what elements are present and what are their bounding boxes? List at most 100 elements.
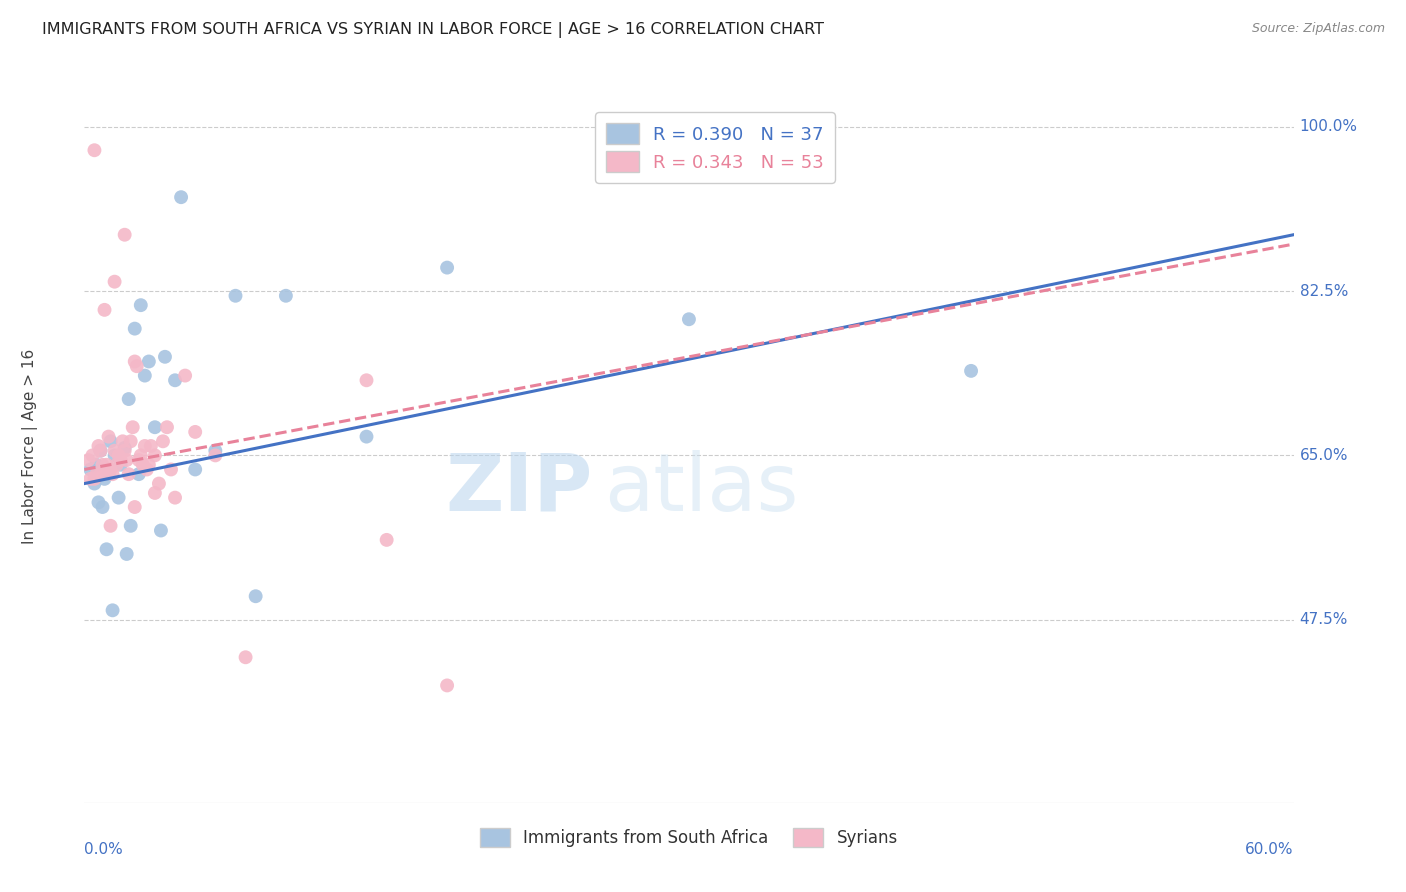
Point	[170, 190, 193, 204]
Point	[356, 373, 378, 387]
Point	[118, 392, 141, 406]
Text: 0.0%: 0.0%	[84, 842, 124, 857]
Point	[118, 467, 141, 482]
Text: 65.0%: 65.0%	[1299, 448, 1348, 463]
Point	[77, 453, 100, 467]
Point	[89, 443, 111, 458]
Point	[138, 458, 160, 472]
Point	[129, 298, 152, 312]
Text: 100.0%: 100.0%	[1299, 120, 1358, 135]
Point	[83, 472, 105, 486]
Point	[91, 500, 114, 514]
Point	[96, 458, 118, 472]
Point	[235, 650, 257, 665]
Point	[97, 429, 120, 443]
Point	[960, 364, 983, 378]
Text: Source: ZipAtlas.com: Source: ZipAtlas.com	[1251, 22, 1385, 36]
Point	[436, 678, 458, 692]
Point	[165, 491, 187, 505]
Point	[160, 462, 183, 476]
Point	[79, 462, 101, 476]
Point	[110, 453, 132, 467]
Point	[114, 227, 136, 242]
Point	[135, 462, 157, 476]
Point	[165, 373, 187, 387]
Point	[83, 476, 105, 491]
Point	[184, 425, 207, 439]
Point	[125, 359, 148, 374]
Point	[114, 443, 136, 458]
Point	[87, 439, 110, 453]
Point	[129, 449, 152, 463]
Point	[156, 420, 179, 434]
Point	[436, 260, 458, 275]
Point	[245, 589, 267, 603]
Point	[86, 458, 108, 472]
Point	[104, 443, 127, 458]
Point	[204, 449, 226, 463]
Point	[174, 368, 197, 383]
Point	[678, 312, 700, 326]
Point	[87, 495, 110, 509]
Point	[89, 467, 111, 482]
Point	[93, 472, 115, 486]
Point	[100, 518, 122, 533]
Point	[101, 603, 124, 617]
Point	[134, 368, 156, 383]
Point	[100, 434, 122, 449]
Point	[152, 434, 174, 449]
Point	[86, 467, 108, 482]
Text: 60.0%: 60.0%	[1246, 842, 1294, 857]
Point	[97, 467, 120, 482]
Point	[138, 354, 160, 368]
Text: In Labor Force | Age > 16: In Labor Force | Age > 16	[22, 349, 38, 543]
Point	[128, 453, 150, 467]
Point	[225, 289, 247, 303]
Point	[120, 434, 142, 449]
Point	[204, 443, 226, 458]
Point	[128, 467, 150, 482]
Text: atlas: atlas	[605, 450, 799, 528]
Text: 82.5%: 82.5%	[1299, 284, 1348, 299]
Point	[111, 434, 134, 449]
Point	[149, 524, 172, 538]
Point	[134, 439, 156, 453]
Point	[375, 533, 398, 547]
Point	[115, 547, 138, 561]
Point	[107, 449, 129, 463]
Point	[89, 443, 111, 458]
Point	[124, 321, 146, 335]
Text: IMMIGRANTS FROM SOUTH AFRICA VS SYRIAN IN LABOR FORCE | AGE > 16 CORRELATION CHA: IMMIGRANTS FROM SOUTH AFRICA VS SYRIAN I…	[42, 22, 824, 38]
Point	[121, 420, 143, 434]
Point	[83, 143, 105, 157]
Point	[124, 500, 146, 514]
Text: 47.5%: 47.5%	[1299, 612, 1348, 627]
Point	[153, 350, 176, 364]
Point	[100, 462, 122, 476]
Point	[124, 354, 146, 368]
Point	[148, 476, 170, 491]
Point	[91, 458, 114, 472]
Point	[132, 458, 155, 472]
Point	[120, 518, 142, 533]
Point	[107, 491, 129, 505]
Point	[101, 467, 124, 482]
Point	[93, 462, 115, 476]
Point	[115, 453, 138, 467]
Point	[79, 472, 101, 486]
Point	[356, 429, 378, 443]
Point	[82, 449, 104, 463]
Point	[143, 420, 166, 434]
Point	[105, 458, 128, 472]
Legend: Immigrants from South Africa, Syrians: Immigrants from South Africa, Syrians	[471, 819, 907, 855]
Point	[110, 458, 132, 472]
Point	[143, 486, 166, 500]
Point	[274, 289, 297, 303]
Text: ZIP: ZIP	[444, 450, 592, 528]
Point	[104, 275, 127, 289]
Point	[139, 439, 162, 453]
Point	[93, 302, 115, 317]
Point	[104, 449, 127, 463]
Point	[114, 441, 136, 455]
Point	[143, 449, 166, 463]
